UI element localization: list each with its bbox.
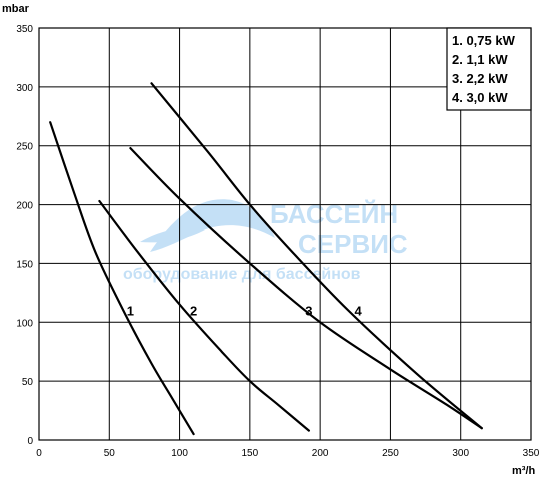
tick-labels: 0 50 100 150 200 250 300 350 0 50 100 150 200 250 300 3…: [16, 24, 539, 459]
y-axis-title: mbar: [2, 3, 30, 15]
legend-entry: 3. 2,2 kW: [452, 71, 508, 86]
x-tick-label: 100: [171, 448, 188, 459]
watermark-line2: СЕРВИС: [298, 229, 408, 259]
x-tick-label: 350: [523, 448, 540, 459]
series-line-2: [98, 199, 310, 432]
watermark-wave-icon: [150, 199, 275, 252]
curve-label: 2: [190, 304, 197, 319]
series-line-4: [150, 82, 483, 430]
series-curves: [49, 82, 483, 436]
watermark-wave-icon: [140, 228, 205, 243]
x-tick-label: 300: [452, 448, 469, 459]
legend-box: [446, 27, 532, 111]
curve-label: 1: [127, 304, 134, 319]
y-tick-label: 300: [16, 83, 33, 94]
y-tick-label: 100: [16, 318, 33, 329]
curve-label: 3: [305, 304, 312, 319]
watermark-line3: оборудование для бассейнов: [123, 266, 361, 283]
y-tick-label: 50: [22, 377, 34, 388]
x-axis-title: m³/h: [512, 465, 536, 477]
y-tick-label: 150: [16, 259, 33, 270]
series-line-3: [129, 147, 483, 430]
curve-labels: 1 2 3 4: [127, 304, 363, 319]
y-tick-label: 200: [16, 201, 33, 212]
curve-label: 4: [354, 304, 362, 319]
series-line-1: [49, 121, 195, 436]
watermark-line1: БАССЕЙН: [270, 199, 398, 229]
legend-entry: 2. 1,1 kW: [452, 52, 508, 67]
x-tick-label: 50: [104, 448, 116, 459]
plot-frame: [38, 27, 532, 441]
x-tick-label: 0: [36, 448, 42, 459]
legend-entry: 1. 0,75 kW: [452, 33, 516, 48]
y-tick-label: 0: [27, 436, 33, 447]
legend-entry: 4. 3,0 kW: [452, 90, 508, 105]
x-tick-label: 250: [382, 448, 399, 459]
x-tick-label: 150: [242, 448, 259, 459]
y-tick-label: 350: [16, 24, 33, 35]
legend: 1. 0,75 kW 2. 1,1 kW 3. 2,2 kW 4. 3,0 kW: [446, 27, 532, 111]
y-tick-label: 250: [16, 142, 33, 153]
x-tick-label: 200: [312, 448, 329, 459]
